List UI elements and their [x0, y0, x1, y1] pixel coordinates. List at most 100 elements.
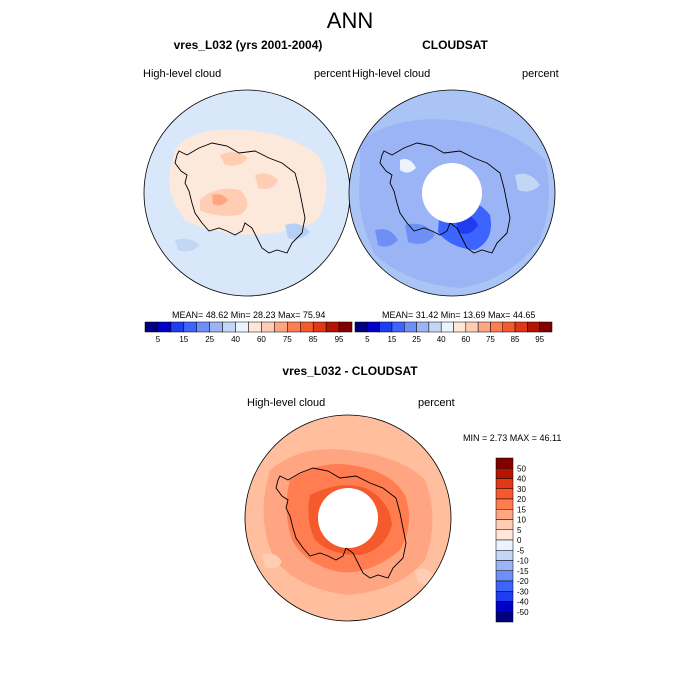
- diff-colorbar-tick-label: -5: [517, 546, 525, 555]
- obs-colorbar-box: [514, 321, 528, 333]
- diff-colorbar-tick-label: 30: [517, 485, 526, 494]
- model-colorbar-box: [196, 321, 210, 333]
- obs-colorbar-box: [490, 321, 503, 333]
- model-colorbar-tick-label: 25: [205, 335, 214, 344]
- model-colorbar-box: [300, 321, 314, 333]
- obs-colorbar-box: [477, 321, 491, 333]
- obs-colorbar-box: [539, 321, 553, 333]
- model-colorbar-box: [274, 321, 288, 333]
- obs-map-border: [348, 89, 556, 297]
- obs-stats: MEAN= 31.42 Min= 13.69 Max= 44.65: [382, 310, 536, 320]
- model-colorbar-box: [261, 321, 275, 333]
- diff-colorbar-tick-label: -50: [517, 608, 529, 617]
- diff-colorbar-box: [495, 601, 514, 612]
- diff-colorbar-tick-label: -30: [517, 587, 529, 596]
- obs-colorbar-tick-label: 75: [486, 335, 495, 344]
- model-colorbar-tick-label: 15: [179, 335, 188, 344]
- obs-colorbar-tick-label: 95: [535, 335, 544, 344]
- model-variable-label: High-level cloud: [143, 68, 222, 80]
- model-colorbar-box: [235, 321, 249, 333]
- diff-colorbar-box: [495, 468, 514, 479]
- obs-colorbar-tick-label: 25: [412, 335, 421, 344]
- obs-missing-data-hole: [422, 163, 482, 223]
- diff-colorbar-tick-label: 15: [517, 505, 526, 514]
- model-colorbar-box: [325, 321, 340, 333]
- diff-stats: MIN = 2.73 MAX = 46.11: [463, 433, 562, 443]
- model-stats: MEAN= 48.62 Min= 28.23 Max= 75.94: [172, 310, 326, 320]
- obs-panel-title: CLOUDSAT: [422, 38, 488, 52]
- obs-colorbar-box: [354, 321, 368, 333]
- diff-colorbar-box: [495, 529, 514, 541]
- model-panel-title: vres_L032 (yrs 2001-2004): [173, 38, 323, 52]
- diff-colorbar-tick-label: -15: [517, 567, 529, 576]
- model-colorbar-box: [157, 321, 172, 333]
- model-colorbar-tick-label: 85: [309, 335, 318, 344]
- obs-colorbar-tick-label: 85: [511, 335, 520, 344]
- obs-colorbar-box: [404, 321, 417, 333]
- obs-colorbar-box: [453, 321, 467, 333]
- model-colorbar-tick-label: 40: [231, 335, 240, 344]
- obs-colorbar-tick-label: 40: [437, 335, 446, 344]
- obs-colorbar-box: [465, 321, 479, 333]
- model-colorbar-box: [209, 321, 223, 333]
- diff-colorbar-box: [495, 488, 514, 500]
- diff-colorbar-box: [495, 611, 514, 623]
- diff-colorbar-box: [495, 509, 514, 520]
- obs-colorbar-tick-label: 15: [387, 335, 396, 344]
- diff-colorbar-tick-label: -20: [517, 577, 529, 586]
- obs-map: [348, 89, 556, 297]
- model-colorbar-box: [222, 321, 236, 333]
- obs-colorbar-box: [527, 321, 540, 333]
- obs-variable-label: High-level cloud: [352, 68, 431, 80]
- diff-colorbar-box: [495, 580, 514, 592]
- diff-colorbar-box: [495, 539, 514, 551]
- model-colorbar-tick-label: 5: [156, 335, 161, 344]
- obs-colorbar-box: [391, 321, 405, 333]
- diff-colorbar-box: [495, 570, 514, 582]
- obs-units-label: percent: [522, 68, 559, 80]
- diff-colorbar-box: [495, 560, 514, 571]
- diff-colorbar-tick-label: -10: [517, 557, 529, 566]
- diff-colorbar-box: [495, 478, 514, 489]
- diff-map: [244, 414, 452, 622]
- diff-colorbar-tick-label: -40: [517, 598, 529, 607]
- model-colorbar-box: [338, 321, 353, 333]
- model-units-label: percent: [314, 68, 351, 80]
- diff-colorbar-tick-label: 10: [517, 516, 526, 525]
- obs-colorbar-box: [428, 321, 442, 333]
- obs-colorbar-box: [440, 321, 454, 333]
- model-map: [143, 89, 351, 297]
- obs-colorbar-tick-label: 5: [365, 335, 370, 344]
- obs-colorbar-box: [367, 321, 380, 333]
- diff-panel-title: vres_L032 - CLOUDSAT: [282, 364, 418, 378]
- model-colorbar-box: [287, 321, 301, 333]
- diff-colorbar-tick-label: 5: [517, 526, 522, 535]
- model-colorbar-box: [144, 321, 159, 333]
- main-title: ANN: [326, 8, 374, 33]
- diff-colorbar-box: [495, 457, 514, 469]
- diff-units-label: percent: [418, 397, 455, 409]
- diff-colorbar-box: [495, 519, 514, 530]
- model-colorbar-box: [312, 321, 327, 333]
- obs-colorbar-tick-label: 60: [461, 335, 470, 344]
- obs-colorbar: 5 15 25 40 60 75 85 95: [354, 321, 553, 344]
- obs-colorbar-box: [416, 321, 430, 333]
- diff-colorbar-box: [495, 550, 514, 561]
- diff-missing-data-hole: [318, 488, 378, 548]
- diff-variable-label: High-level cloud: [247, 397, 326, 409]
- model-colorbar-box: [248, 321, 262, 333]
- diff-map-border: [244, 414, 452, 622]
- model-colorbar-tick-label: 95: [335, 335, 344, 344]
- model-colorbar-tick-label: 75: [283, 335, 292, 344]
- diff-colorbar-tick-label: 20: [517, 495, 526, 504]
- diff-colorbar-box: [495, 591, 514, 602]
- diff-colorbar-tick-label: 0: [517, 536, 522, 545]
- model-colorbar-box: [183, 321, 197, 333]
- diff-colorbar-tick-label: 40: [517, 475, 526, 484]
- model-colorbar-tick-label: 60: [257, 335, 266, 344]
- model-colorbar-box: [170, 321, 185, 333]
- obs-colorbar-box: [502, 321, 516, 333]
- diff-colorbar-box: [495, 498, 514, 510]
